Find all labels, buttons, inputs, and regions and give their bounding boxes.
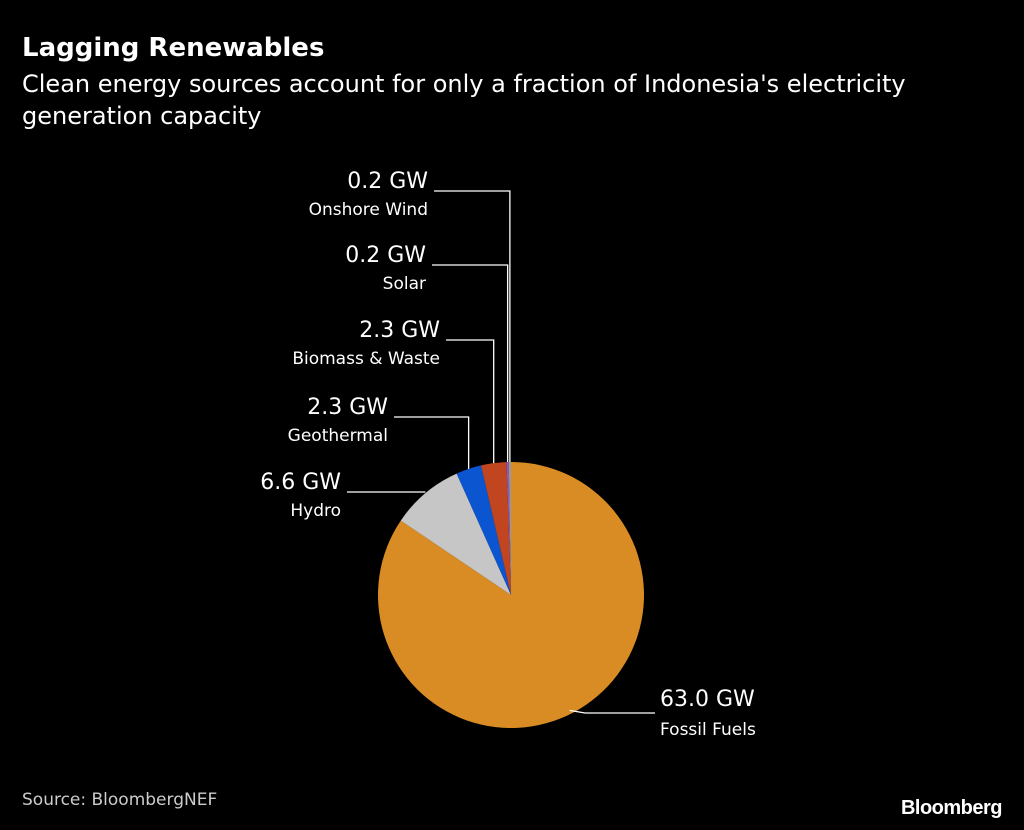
category-label: Solar	[383, 274, 426, 294]
slice-label-0: 63.0 GW Fossil Fuels	[569, 687, 756, 740]
category-label: Hydro	[290, 501, 341, 521]
value-label: 63.0 GW	[660, 687, 755, 712]
value-label: 0.2 GW	[345, 243, 426, 268]
slice-label-5: 0.2 GW Onshore Wind	[309, 169, 511, 463]
pie-slice-biomass-waste	[481, 462, 511, 595]
slice-label-3: 2.3 GW Biomass & Waste	[292, 318, 495, 464]
leader-line	[569, 709, 655, 714]
slice-label-4: 0.2 GW Solar	[345, 243, 509, 463]
chart-title: Lagging Renewables	[22, 33, 325, 63]
value-label: 2.3 GW	[359, 318, 440, 343]
value-label: 6.6 GW	[260, 470, 341, 495]
slice-label-2: 2.3 GW Geothermal	[288, 395, 470, 469]
value-label: 0.2 GW	[347, 169, 428, 194]
pie-slice-hydro	[400, 473, 511, 595]
pie-slice-solar	[506, 462, 511, 595]
value-label: 2.3 GW	[307, 395, 388, 420]
leader-line	[394, 416, 470, 469]
category-label: Onshore Wind	[309, 200, 428, 220]
pie-slice-onshore-wind	[508, 462, 511, 595]
slice-label-1: 6.6 GW Hydro	[260, 470, 426, 521]
source-note: Source: BloombergNEF	[22, 790, 218, 810]
category-label: Biomass & Waste	[292, 349, 440, 369]
chart-subtitle: Clean energy sources account for only a …	[22, 70, 906, 130]
category-label: Fossil Fuels	[660, 720, 756, 740]
bloomberg-logo: Bloomberg	[900, 797, 1003, 819]
leader-line	[434, 190, 511, 463]
pie-slice-geothermal	[456, 465, 511, 595]
leader-line	[446, 339, 495, 464]
category-label: Geothermal	[288, 426, 388, 446]
leader-line	[432, 264, 509, 463]
